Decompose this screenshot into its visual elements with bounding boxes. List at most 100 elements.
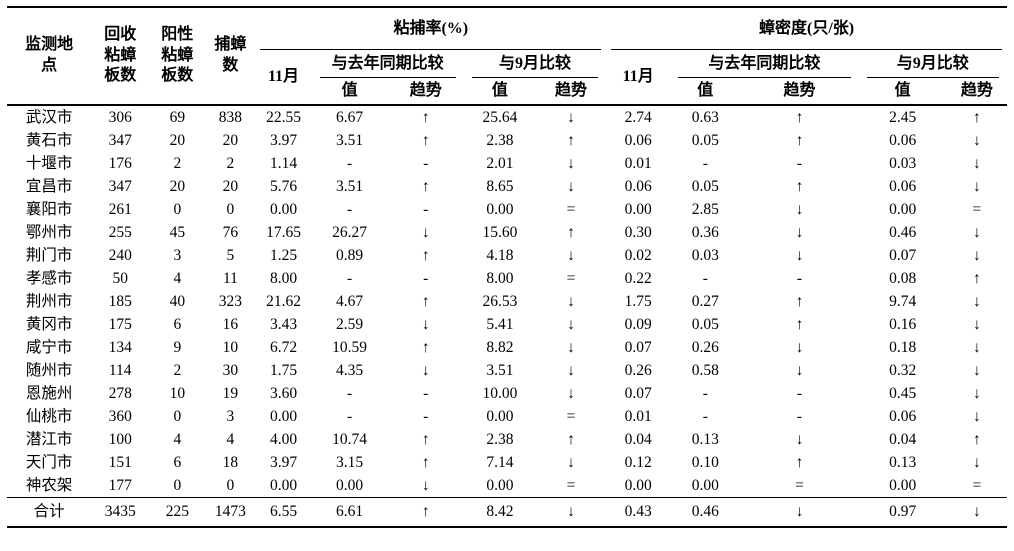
value-cell: 0.00 [486, 407, 514, 425]
header-density-ly-trend: 趋势 [783, 82, 816, 99]
header-density-sep-trend: 趋势 [960, 82, 993, 99]
trend-cell: ↓ [421, 361, 430, 379]
value-cell: 2 [173, 361, 182, 379]
trend-cell: - [423, 200, 429, 218]
value-cell: 5.76 [269, 177, 298, 195]
value-cell: - [702, 269, 708, 287]
trend-cell: ↑ [795, 315, 804, 333]
trend-cell: ↓ [567, 246, 575, 264]
value-cell: 176 [108, 154, 132, 172]
trend-cell: = [566, 476, 576, 494]
value-cell: 0.43 [606, 497, 671, 527]
value-cell: 0.27 [691, 292, 719, 310]
header-rate-ly-value: 值 [341, 82, 358, 99]
header-recovered-boards: 回收粘蟑板数 [104, 25, 137, 85]
trend-cell: ↑ [567, 223, 575, 241]
trend-cell: ↑ [567, 430, 575, 448]
value-cell: 0.00 [269, 200, 298, 218]
header-location: 监测地点 [25, 36, 74, 74]
table-row: 黄冈市 175 6 16 3.43 2.59 ↓ 5.41 ↓ 0.09 0.05 ↑ 0.16 ↓ [7, 313, 1007, 336]
value-cell: 0.16 [889, 315, 917, 333]
value-cell: 30 [222, 361, 239, 379]
location-cell: 黄冈市 [25, 315, 73, 333]
table-row: 武汉市 306 69 838 22.55 6.67 ↑ 25.64 ↓ 2.74 0.63 ↑ 2.45… [7, 105, 1007, 129]
value-cell: 0.32 [889, 361, 917, 379]
header-density-ly-value: 值 [697, 82, 714, 99]
trend-cell: ↓ [973, 384, 981, 402]
value-cell: 0.10 [691, 453, 719, 471]
value-cell: 4 [173, 430, 182, 448]
value-cell: 0.46 [889, 223, 917, 241]
value-cell: 0.00 [486, 200, 514, 218]
trend-cell: ↓ [567, 177, 575, 195]
value-cell: 0.26 [691, 338, 719, 356]
value-cell: 100 [108, 430, 132, 448]
trend-cell: - [796, 154, 803, 172]
value-cell: 323 [218, 292, 243, 310]
header-rate-sep-value: 值 [491, 82, 508, 99]
location-cell: 十堰市 [25, 154, 73, 172]
value-cell: 4.67 [336, 292, 364, 310]
value-cell: 255 [108, 223, 132, 241]
trend-cell: ↑ [421, 108, 430, 126]
header-captured-count: 捕蟑数 [214, 36, 247, 74]
trend-cell: ↓ [795, 246, 804, 264]
trend-cell: ↓ [421, 476, 430, 494]
trend-cell: ↓ [973, 246, 981, 264]
value-cell: 0 [173, 476, 182, 494]
value-cell: 5 [226, 246, 235, 264]
value-cell: 21.62 [266, 292, 301, 310]
value-cell: 10 [169, 384, 186, 402]
table-row: 天门市 151 6 18 3.97 3.15 ↑ 7.14 ↓ 0.12 0.10 ↑ 0.13 ↓ [7, 451, 1007, 474]
value-cell: 6.72 [269, 338, 298, 356]
value-cell: 26.27 [332, 223, 368, 241]
trend-cell: ↓ [973, 223, 981, 241]
trend-cell: ↓ [567, 315, 575, 333]
header-rate-ly-trend: 趋势 [409, 82, 442, 99]
table-row: 神农架 177 0 0 0.00 0.00 ↓ 0.00 = 0.00 0.00 = 0.00 = [7, 474, 1007, 498]
value-cell: 26.53 [482, 292, 518, 310]
location-cell: 仙桃市 [25, 407, 73, 425]
trend-cell: = [566, 269, 576, 287]
value-cell: 0.06 [889, 177, 917, 195]
value-cell: 0.58 [691, 361, 719, 379]
value-cell: 8.42 [463, 497, 536, 527]
trend-cell: ↓ [795, 223, 804, 241]
value-cell: - [347, 200, 353, 218]
location-cell: 随州市 [25, 361, 73, 379]
value-cell: 69 [169, 108, 186, 126]
trend-cell: ↓ [567, 108, 575, 126]
value-cell: 15.60 [482, 223, 518, 241]
table-row: 潜江市 100 4 4 4.00 10.74 ↑ 2.38 ↑ 0.04 0.13 ↓ 0.04 ↑ [7, 428, 1007, 451]
header-density-sep-value: 值 [894, 82, 911, 99]
table-row: 恩施州 278 10 19 3.60 - - 10.00 ↓ 0.07 - - 0.45 ↓ [7, 382, 1007, 405]
trend-cell: ↓ [535, 497, 607, 527]
trend-cell: ↑ [421, 292, 430, 310]
value-cell: 1.75 [269, 361, 298, 379]
value-cell: 0.07 [624, 384, 652, 402]
value-cell: 45 [169, 223, 186, 241]
value-cell: 185 [108, 292, 132, 310]
value-cell: 3.51 [336, 177, 364, 195]
trend-cell: ↑ [795, 108, 804, 126]
value-cell: 0.06 [889, 131, 917, 149]
trend-cell: ↑ [973, 269, 981, 287]
header-density-november: 11月 [622, 68, 654, 85]
value-cell: 16 [222, 315, 239, 333]
value-cell: 10.59 [332, 338, 368, 356]
trend-cell: ↓ [567, 384, 575, 402]
value-cell: 175 [108, 315, 132, 333]
trend-cell: ↓ [946, 497, 1007, 527]
trend-cell: ↓ [567, 361, 575, 379]
value-cell: 6.67 [336, 108, 364, 126]
value-cell: 2.01 [486, 154, 514, 172]
header-positive-boards: 阳性粘蟑板数 [161, 25, 194, 85]
trend-cell: = [972, 200, 982, 218]
trend-cell: ↓ [567, 453, 575, 471]
header-rate-vs-last-year: 与去年同期比较 [312, 50, 464, 78]
value-cell: 4 [173, 269, 182, 287]
value-cell: 0.06 [624, 177, 652, 195]
location-cell: 孝感市 [25, 269, 73, 287]
trend-cell: = [566, 200, 576, 218]
trend-cell: ↑ [421, 453, 430, 471]
